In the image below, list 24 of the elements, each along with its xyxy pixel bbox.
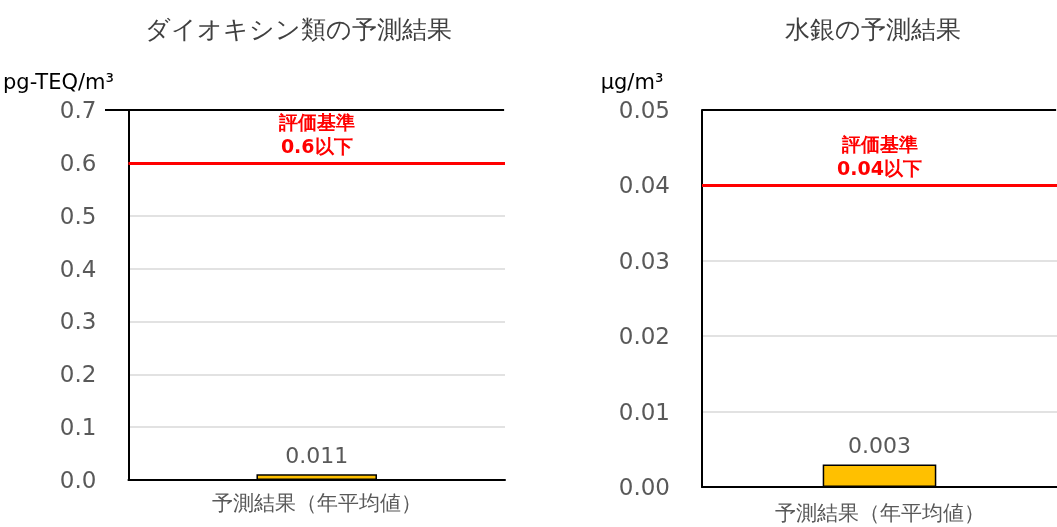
ref-line-label: 評価基準 0.6以下 (277, 110, 355, 157)
y-axis-title: pg-TEQ/m³ (3, 69, 114, 94)
y-tick-label: 0.05 (618, 97, 670, 123)
y-tick-label: 0.01 (618, 398, 670, 425)
y-tick-label: 0.03 (618, 247, 670, 274)
data-label: 0.011 (285, 442, 349, 468)
y-tick-label: 0.04 (618, 172, 670, 199)
chart-title: ダイオキシン類の予測結果 (145, 15, 452, 44)
y-tick-label: 0.1 (59, 414, 97, 441)
x-tick-label: 予測結果（年平均値） (211, 490, 422, 515)
y-tick-label: 0.7 (59, 97, 97, 123)
y-tick-label: 0.6 (59, 149, 97, 176)
chart-title: 水銀の予測結果 (785, 15, 961, 44)
data-label: 0.003 (848, 432, 911, 458)
y-tick-label: 0.02 (618, 323, 670, 350)
ref-line-label: 評価基準 0.04以下 (837, 133, 922, 180)
y-tick-label: 0.4 (59, 255, 97, 282)
y-tick-label: 0.00 (618, 474, 670, 500)
y-tick-label: 0.2 (59, 361, 97, 388)
y-axis-title: μg/m³ (600, 69, 664, 94)
y-tick-label: 0.3 (59, 308, 97, 335)
y-tick-label: 0.0 (59, 467, 97, 493)
y-tick-label: 0.5 (59, 202, 97, 229)
x-tick-label: 予測結果（年平均値） (774, 500, 985, 525)
